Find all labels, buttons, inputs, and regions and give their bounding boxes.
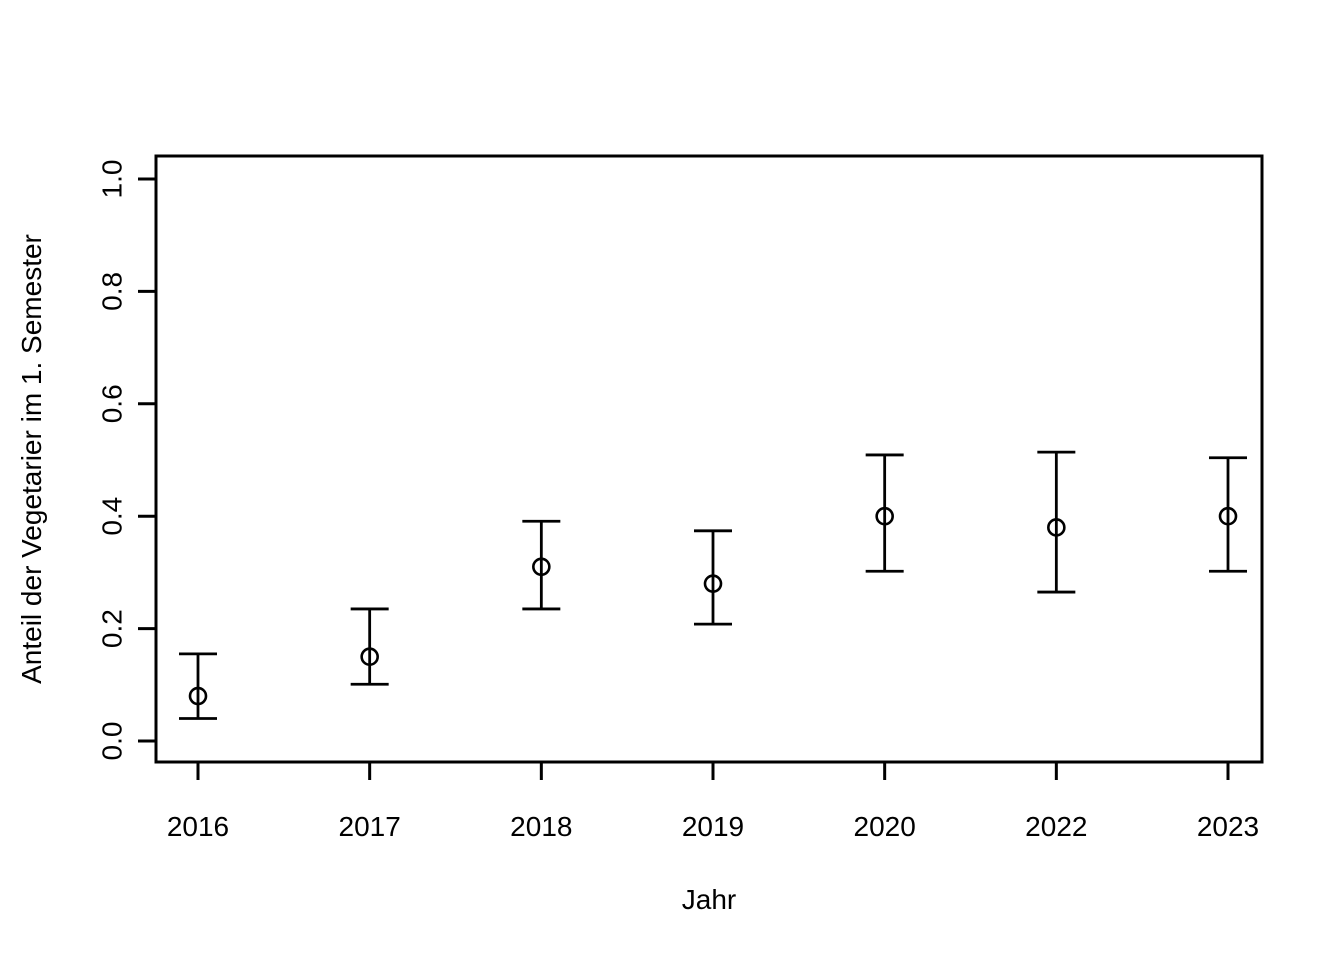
point-marker-2019: [703, 574, 723, 593]
x-axis-title: Jahr: [681, 884, 737, 915]
y-tick-label: 0.0: [97, 722, 128, 761]
x-tick-label: 2022: [1025, 811, 1087, 842]
y-tick-label: 1.0: [97, 160, 128, 199]
point-marker-2022: [1047, 518, 1066, 537]
point-marker-2016: [188, 686, 208, 706]
x-tick-label: 2018: [510, 811, 572, 842]
plot-box: [154, 154, 1264, 764]
point-marker-2023: [1218, 506, 1238, 526]
point-marker-2018: [532, 557, 551, 577]
x-tick-label: 2019: [682, 811, 744, 842]
y-tick-label: 0.8: [97, 272, 128, 311]
x-tick-label: 2023: [1197, 811, 1259, 842]
y-axis-title: Anteil der Vegetarier im 1. Semester: [16, 234, 47, 684]
y-tick-label: 0.6: [97, 384, 128, 423]
y-tick-label: 0.2: [97, 609, 128, 648]
x-tick-label: 2016: [167, 811, 229, 842]
x-tick-label: 2020: [854, 811, 916, 842]
point-marker-2017: [360, 647, 379, 667]
x-tick-label: 2017: [339, 811, 401, 842]
point-marker-2020: [875, 506, 894, 526]
y-tick-label: 0.4: [97, 497, 128, 536]
